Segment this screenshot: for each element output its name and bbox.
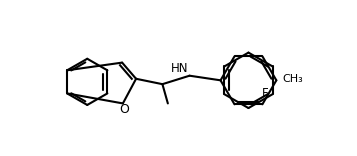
Text: O: O (119, 103, 129, 116)
Text: HN: HN (171, 62, 188, 75)
Text: F: F (261, 87, 268, 100)
Text: CH₃: CH₃ (282, 74, 303, 84)
